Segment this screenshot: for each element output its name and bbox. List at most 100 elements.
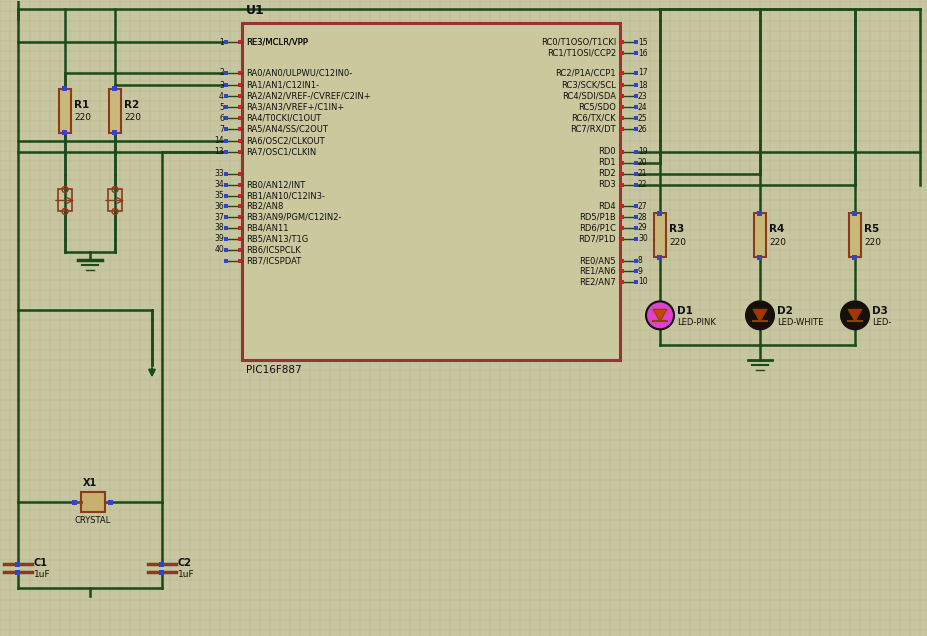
Bar	[223, 226, 228, 230]
Bar	[753, 214, 765, 258]
Text: 20: 20	[638, 158, 647, 167]
Text: RA1/AN1/C12IN1-: RA1/AN1/C12IN1-	[246, 81, 319, 90]
Bar	[237, 150, 242, 154]
Text: X1: X1	[83, 478, 97, 488]
Bar	[237, 83, 242, 87]
Text: RC4/SDI/SDA: RC4/SDI/SDA	[562, 92, 616, 100]
Bar	[633, 161, 638, 165]
Text: 220: 220	[668, 238, 685, 247]
Bar	[657, 255, 662, 260]
Text: 40: 40	[214, 245, 223, 254]
Text: 15: 15	[638, 38, 647, 46]
Bar	[633, 172, 638, 176]
Bar	[633, 94, 638, 98]
Text: RC1/T1OSI/CCP2: RC1/T1OSI/CCP2	[546, 49, 616, 58]
Bar	[81, 492, 105, 512]
Text: RB5/AN13/T1G: RB5/AN13/T1G	[246, 234, 308, 243]
Bar	[633, 259, 638, 263]
Text: RA5/AN4/SS/C2OUT: RA5/AN4/SS/C2OUT	[246, 125, 327, 134]
Bar	[852, 255, 857, 260]
Text: 4: 4	[219, 92, 223, 100]
Text: 24: 24	[638, 102, 647, 111]
Bar	[108, 500, 113, 504]
Text: RE1/AN6: RE1/AN6	[578, 267, 616, 276]
Bar	[633, 83, 638, 87]
Bar	[237, 172, 242, 176]
Text: 33: 33	[214, 169, 223, 179]
Bar	[619, 105, 623, 109]
Text: RC6/TX/CK: RC6/TX/CK	[571, 114, 616, 123]
Bar	[619, 216, 623, 219]
Bar	[619, 83, 623, 87]
Bar	[633, 127, 638, 132]
Bar	[223, 127, 228, 132]
Bar	[619, 71, 623, 74]
Text: D2: D2	[776, 307, 792, 316]
Bar	[633, 71, 638, 74]
Text: RD2: RD2	[598, 169, 616, 179]
Text: 220: 220	[768, 238, 785, 247]
Bar	[619, 40, 623, 45]
Bar	[633, 226, 638, 230]
Text: C1: C1	[34, 558, 48, 568]
Bar	[237, 259, 242, 263]
Text: RE3/MCLR/VPP: RE3/MCLR/VPP	[246, 38, 308, 46]
Text: RC3/SCK/SCL: RC3/SCK/SCL	[561, 81, 616, 90]
Bar	[62, 130, 68, 135]
Text: RB1/AN10/C12IN3-: RB1/AN10/C12IN3-	[246, 191, 324, 200]
Text: 9: 9	[638, 267, 642, 276]
Polygon shape	[847, 309, 861, 321]
Bar	[237, 183, 242, 187]
Bar	[619, 150, 623, 154]
Text: 23: 23	[638, 92, 647, 100]
Bar	[223, 105, 228, 109]
Bar	[633, 216, 638, 219]
Text: 39: 39	[214, 234, 223, 243]
Text: R1: R1	[74, 100, 89, 109]
Text: 13: 13	[214, 148, 223, 156]
Text: 220: 220	[74, 113, 91, 122]
Bar	[654, 214, 666, 258]
Bar	[16, 562, 20, 567]
Bar	[619, 127, 623, 132]
Text: RD0: RD0	[598, 148, 616, 156]
Text: R4: R4	[768, 225, 783, 235]
Bar	[633, 270, 638, 273]
Bar	[756, 211, 762, 216]
Text: 35: 35	[214, 191, 223, 200]
Bar	[619, 116, 623, 120]
Circle shape	[745, 301, 773, 329]
Bar	[633, 116, 638, 120]
Text: RD1: RD1	[598, 158, 616, 167]
Text: 29: 29	[638, 223, 647, 232]
Bar	[112, 130, 118, 135]
Bar	[223, 259, 228, 263]
Bar	[223, 71, 228, 74]
Text: 220: 220	[124, 113, 141, 122]
Bar	[237, 127, 242, 132]
Bar	[159, 570, 164, 574]
Text: LED-WHITE: LED-WHITE	[776, 318, 822, 327]
Bar	[223, 216, 228, 219]
Text: CRYSTAL: CRYSTAL	[75, 516, 111, 525]
Bar	[223, 116, 228, 120]
Text: RE3/MCLR/VPP: RE3/MCLR/VPP	[246, 38, 308, 46]
Text: 27: 27	[638, 202, 647, 211]
Bar	[619, 270, 623, 273]
Text: RD4: RD4	[598, 202, 616, 211]
Bar	[223, 172, 228, 176]
Text: 38: 38	[214, 223, 223, 232]
Text: 19: 19	[638, 148, 647, 156]
Bar	[756, 255, 762, 260]
Bar	[619, 259, 623, 263]
Text: 2: 2	[219, 68, 223, 77]
Text: R3: R3	[668, 225, 683, 235]
Text: RD5/P1B: RD5/P1B	[578, 213, 616, 222]
Bar	[633, 280, 638, 284]
Bar	[242, 23, 619, 361]
Bar	[223, 193, 228, 198]
Bar	[619, 172, 623, 176]
Text: RA0/AN0/ULPWU/C12IN0-: RA0/AN0/ULPWU/C12IN0-	[246, 68, 352, 77]
Text: 26: 26	[638, 125, 647, 134]
Text: RA7/OSC1/CLKIN: RA7/OSC1/CLKIN	[246, 148, 316, 156]
